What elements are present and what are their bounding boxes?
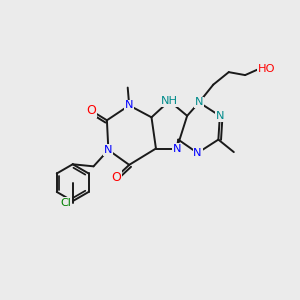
Text: HO: HO (258, 64, 276, 74)
Text: O: O (86, 104, 96, 117)
Text: N: N (172, 143, 181, 154)
Text: N: N (216, 111, 224, 121)
Text: N: N (104, 145, 112, 155)
Text: O: O (111, 171, 121, 184)
Text: N: N (125, 100, 134, 110)
Text: NH: NH (161, 96, 178, 106)
Text: N: N (193, 148, 202, 158)
Text: Cl: Cl (61, 198, 72, 208)
Text: N: N (195, 98, 203, 107)
